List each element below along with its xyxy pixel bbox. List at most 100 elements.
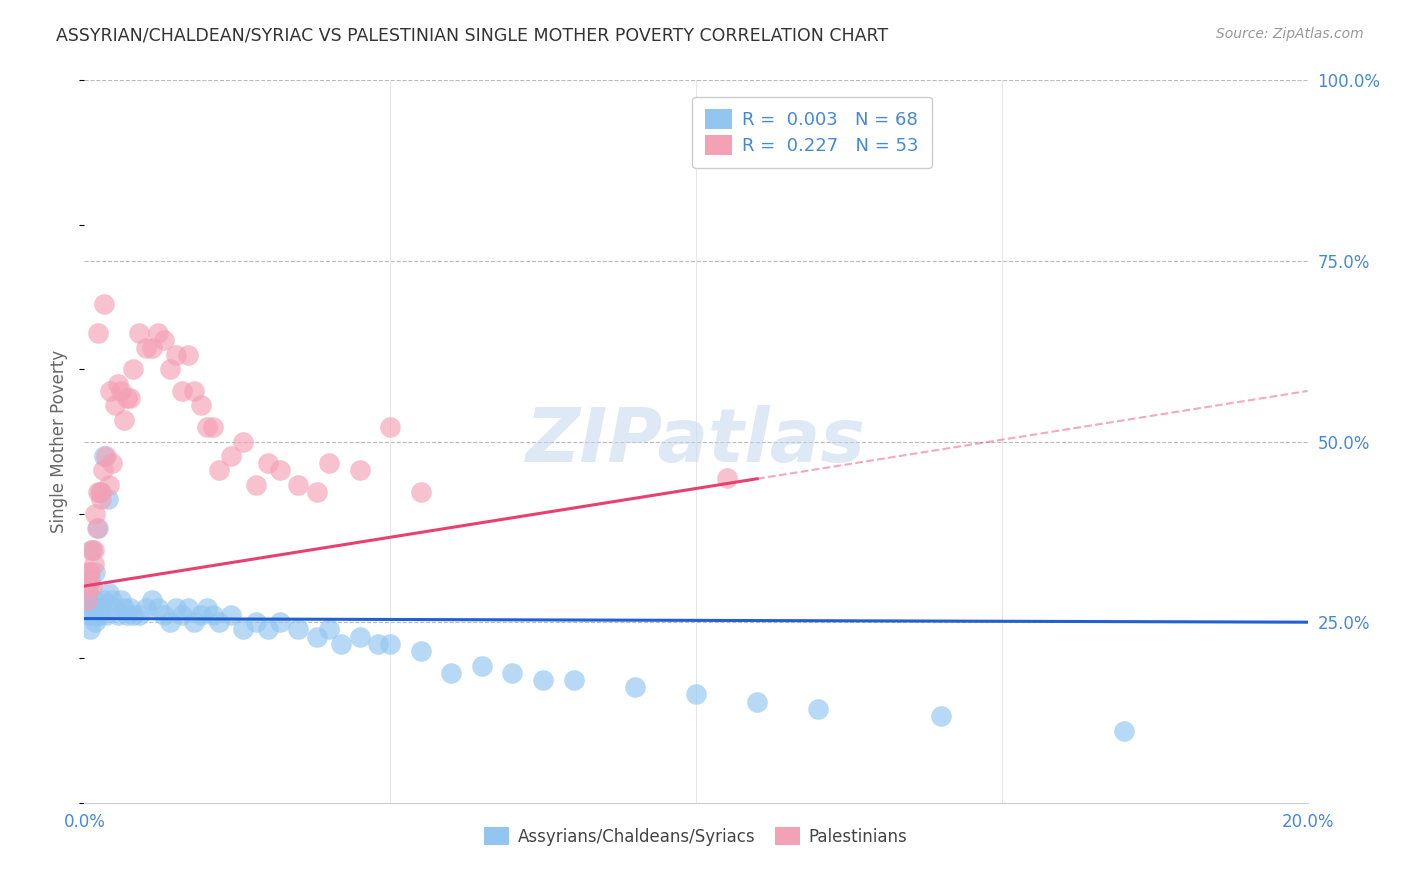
Point (624, 680, 647, 694)
Point (80, 579, 103, 593)
Point (84, 615, 107, 630)
Point (115, 607, 138, 622)
Point (77, 565, 100, 579)
Point (83, 593, 105, 607)
Y-axis label: Single Mother Poverty: Single Mother Poverty (51, 350, 69, 533)
Point (97, 492, 120, 507)
Point (380, 420, 402, 434)
Point (97, 586, 120, 600)
Point (183, 615, 205, 630)
Point (141, 593, 163, 607)
Point (440, 665, 463, 680)
Point (89, 607, 111, 622)
Point (177, 600, 200, 615)
Point (177, 348, 200, 362)
Point (120, 600, 142, 615)
Text: ZIPatlas: ZIPatlas (526, 405, 866, 478)
Point (219, 607, 242, 622)
Point (93, 297, 115, 311)
Point (208, 463, 231, 477)
Point (367, 637, 389, 651)
Point (502, 665, 524, 680)
Point (107, 607, 129, 622)
Point (190, 607, 212, 622)
Point (716, 471, 738, 485)
Point (685, 687, 707, 701)
Point (87, 521, 110, 535)
Point (110, 593, 132, 607)
Point (287, 478, 309, 492)
Point (929, 709, 952, 723)
Point (153, 607, 176, 622)
Point (159, 615, 181, 630)
Point (122, 607, 145, 622)
Point (807, 702, 830, 716)
Point (245, 615, 267, 630)
Point (305, 485, 328, 500)
Point (82, 542, 104, 557)
Point (245, 478, 267, 492)
Point (110, 384, 132, 398)
Point (89, 485, 111, 500)
Point (232, 434, 254, 449)
Point (104, 398, 127, 412)
Point (91, 463, 114, 477)
Legend: Assyrians/Chaldeans/Syriacs, Palestinians: Assyrians/Chaldeans/Syriacs, Palestinian… (478, 821, 914, 852)
Point (208, 615, 231, 630)
Point (531, 673, 554, 687)
Point (153, 334, 176, 348)
Point (90, 600, 112, 615)
Point (219, 449, 242, 463)
Point (87, 600, 110, 615)
Point (318, 623, 340, 637)
Point (91, 593, 114, 607)
Point (159, 362, 181, 376)
Point (318, 456, 340, 470)
Text: ASSYRIAN/CHALDEAN/SYRIAC VS PALESTINIAN SINGLE MOTHER POVERTY CORRELATION CHART: ASSYRIAN/CHALDEAN/SYRIAC VS PALESTINIAN … (56, 27, 889, 45)
Point (77, 607, 100, 622)
Point (269, 615, 291, 630)
Point (201, 607, 224, 622)
Point (287, 623, 309, 637)
Point (172, 607, 194, 622)
Point (80, 600, 103, 615)
Point (183, 384, 205, 398)
Point (165, 600, 187, 615)
Point (172, 384, 194, 398)
Point (79, 623, 101, 637)
Point (79, 565, 101, 579)
Point (257, 623, 280, 637)
Point (190, 398, 212, 412)
Point (562, 673, 585, 687)
Point (80, 542, 103, 557)
Point (94, 449, 117, 463)
Point (380, 637, 402, 651)
Point (90, 492, 112, 507)
Point (97, 478, 120, 492)
Point (165, 348, 187, 362)
Point (409, 485, 432, 500)
Point (195, 420, 218, 434)
Point (90, 485, 112, 500)
Point (349, 463, 371, 477)
Point (201, 420, 224, 434)
Point (135, 341, 157, 355)
Text: Source: ZipAtlas.com: Source: ZipAtlas.com (1216, 27, 1364, 41)
Point (128, 326, 150, 341)
Point (93, 449, 115, 463)
Point (82, 607, 104, 622)
Point (257, 456, 280, 470)
Point (87, 326, 110, 341)
Point (122, 362, 145, 376)
Point (101, 593, 124, 607)
Point (98, 384, 121, 398)
Point (471, 658, 494, 673)
Point (232, 623, 254, 637)
Point (305, 630, 328, 644)
Point (330, 637, 353, 651)
Point (107, 376, 129, 391)
Point (141, 341, 163, 355)
Point (77, 579, 100, 593)
Point (76, 593, 98, 607)
Point (128, 607, 150, 622)
